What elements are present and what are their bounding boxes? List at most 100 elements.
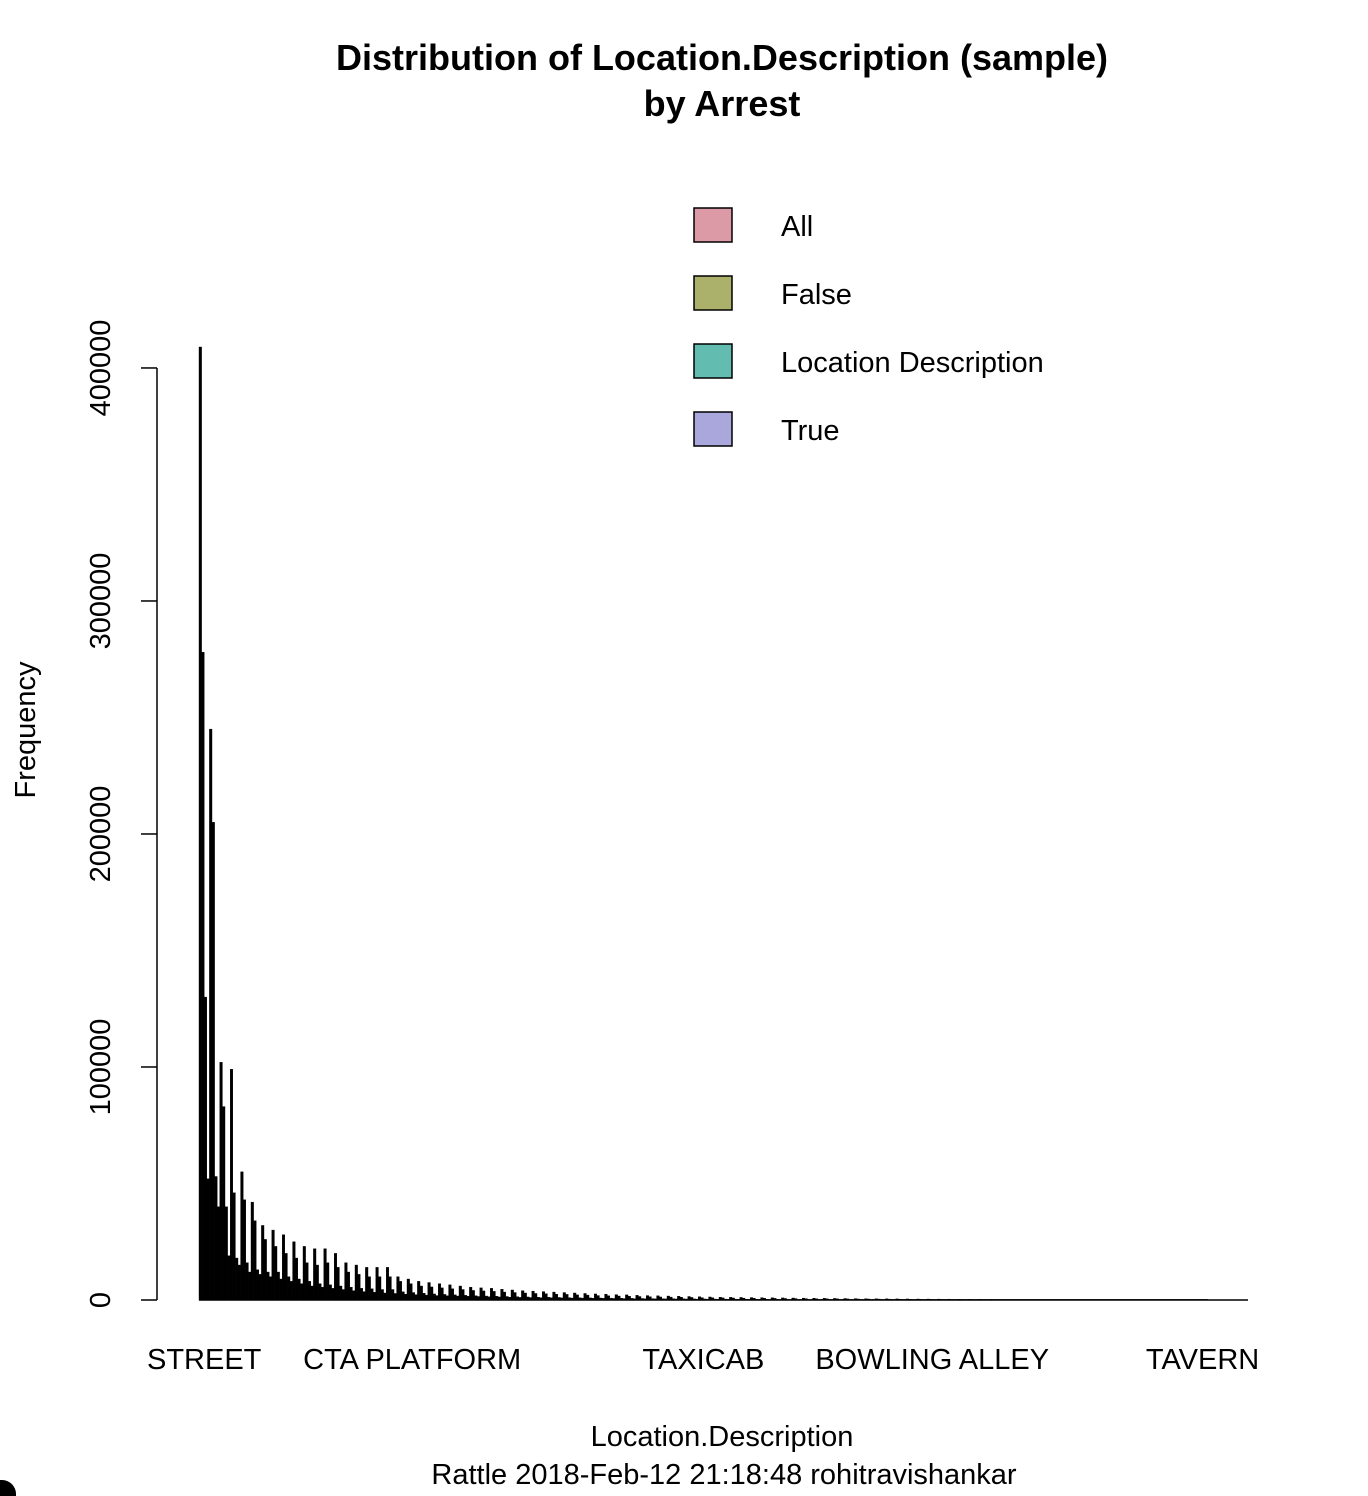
x-tick-labels: STREET CTA PLATFORM TAXICAB BOWLING ALLEY TA… (147, 1344, 1259, 1376)
bar (370, 1288, 374, 1301)
legend-label: All (781, 211, 813, 243)
bar (393, 1293, 397, 1301)
bar (227, 1255, 231, 1301)
bar (500, 1289, 504, 1301)
bar (318, 1283, 322, 1301)
bar (443, 1294, 447, 1301)
bar (245, 1262, 249, 1301)
bar (417, 1281, 421, 1301)
bar (399, 1281, 403, 1301)
bar (209, 728, 213, 1301)
bar (544, 1293, 548, 1301)
bar (302, 1246, 306, 1301)
y-tick-label: 400000 (85, 320, 117, 417)
bar (341, 1289, 345, 1301)
bar (406, 1278, 410, 1301)
y-tick-label: 0 (85, 1292, 117, 1308)
bar (414, 1294, 418, 1301)
bar (422, 1293, 426, 1301)
bar (583, 1293, 587, 1301)
bar (432, 1293, 436, 1301)
bar (412, 1292, 416, 1301)
bar (258, 1274, 262, 1301)
bar (349, 1286, 353, 1301)
bar (367, 1276, 371, 1301)
bar (401, 1291, 405, 1301)
bar (419, 1285, 423, 1301)
bar (328, 1284, 332, 1301)
legend-label: False (781, 279, 852, 311)
x-tick-label: TAXICAB (642, 1344, 764, 1376)
bar (430, 1286, 434, 1301)
bar (531, 1290, 535, 1301)
bar (336, 1267, 340, 1301)
bar (573, 1292, 577, 1301)
legend: All False Location Description True (693, 207, 1044, 447)
bar (216, 1206, 220, 1301)
bar (391, 1289, 395, 1301)
bar (396, 1276, 400, 1301)
bar (510, 1289, 514, 1301)
bar (575, 1294, 579, 1301)
bar (461, 1289, 465, 1301)
bar (315, 1264, 319, 1301)
bar (240, 1171, 244, 1301)
bar (242, 1199, 246, 1301)
bar (614, 1294, 618, 1301)
y-tick-label: 200000 (85, 786, 117, 883)
bar (438, 1283, 442, 1301)
bar (352, 1290, 356, 1301)
bar (263, 1239, 267, 1301)
bar (380, 1289, 384, 1301)
bar (365, 1267, 369, 1301)
legend-swatch (693, 411, 733, 447)
bar (289, 1281, 293, 1301)
bar (448, 1284, 452, 1301)
bar (198, 346, 202, 1301)
y-axis-label: Frequency (10, 661, 42, 799)
y-tick-label: 100000 (85, 1019, 117, 1116)
bar (334, 1253, 338, 1301)
legend-label: Location Description (781, 347, 1044, 379)
y-tick-label: 300000 (85, 553, 117, 650)
bar (292, 1241, 296, 1301)
bar (362, 1291, 366, 1301)
bar (331, 1288, 335, 1301)
legend-swatch (693, 275, 733, 311)
x-axis-label: Location.Description (591, 1421, 854, 1453)
bar (375, 1267, 379, 1301)
bar (604, 1293, 608, 1301)
bar (248, 1271, 252, 1301)
bar (562, 1292, 566, 1301)
bar (261, 1225, 265, 1301)
x-tick-label: TAVERN (1146, 1344, 1259, 1376)
bar (224, 1206, 228, 1301)
bar (235, 1257, 239, 1301)
bar (321, 1286, 325, 1301)
bar (555, 1293, 559, 1301)
bar (284, 1253, 288, 1301)
bar (282, 1234, 286, 1301)
bar (360, 1288, 364, 1301)
bar (222, 1106, 226, 1301)
chart-subtitle: by Arrest (644, 83, 801, 124)
x-tick-label: CTA PLATFORM (303, 1344, 521, 1376)
bar (253, 1220, 257, 1301)
bar (427, 1282, 431, 1301)
bar (565, 1294, 569, 1301)
bar (409, 1283, 413, 1301)
bar (203, 996, 207, 1301)
bar (206, 1178, 210, 1301)
bar (201, 652, 205, 1301)
bar (482, 1290, 486, 1301)
bar (269, 1276, 273, 1301)
bar (383, 1292, 387, 1301)
bar (339, 1285, 343, 1301)
bar (503, 1291, 507, 1301)
x-tick-label: STREET (147, 1344, 262, 1376)
bar (250, 1201, 254, 1301)
bar (386, 1267, 390, 1301)
bar (276, 1271, 280, 1301)
bar (479, 1287, 483, 1301)
